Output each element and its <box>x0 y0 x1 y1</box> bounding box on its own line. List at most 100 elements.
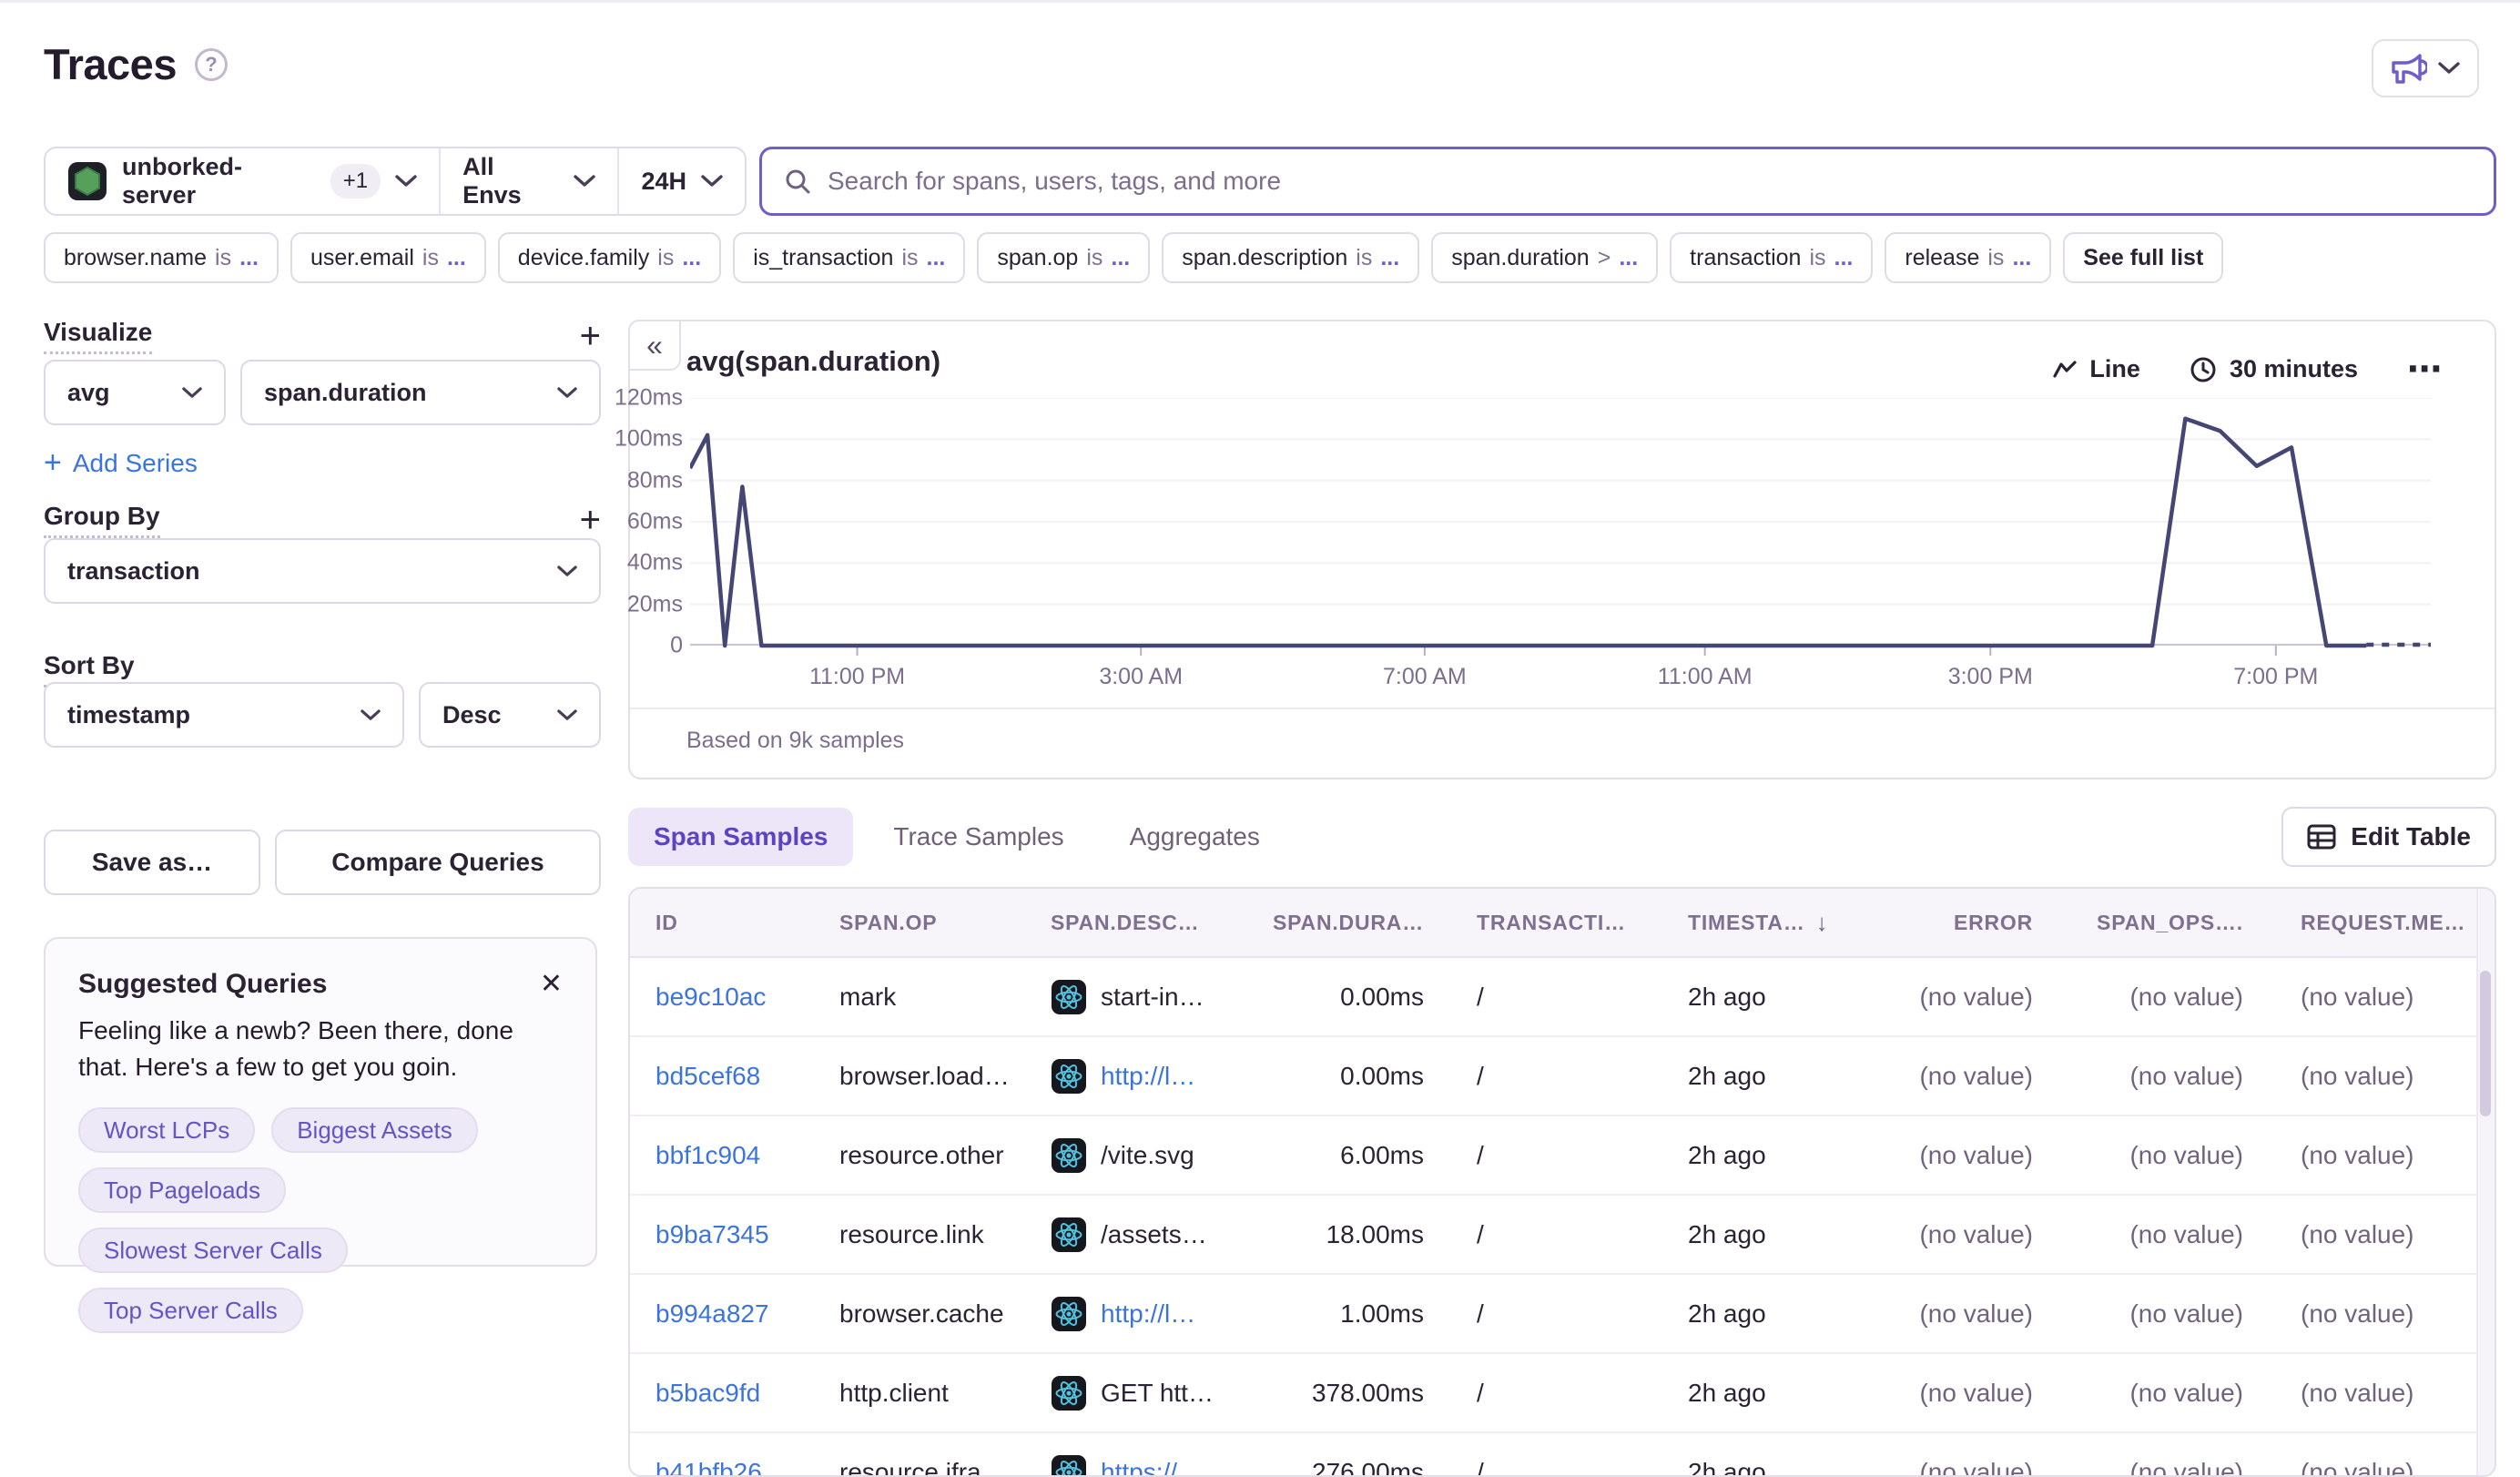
timestamp[interactable]: 2h ago <box>1688 983 1766 1012</box>
tab-span-samples[interactable]: Span Samples <box>628 808 853 866</box>
timestamp[interactable]: 2h ago <box>1688 1062 1766 1091</box>
save-as-button[interactable]: Save as… <box>44 830 260 895</box>
edit-table-button[interactable]: Edit Table <box>2281 807 2496 867</box>
search-input[interactable] <box>828 167 2472 196</box>
span-op: resource.link <box>839 1220 1051 1249</box>
chart-type-selector[interactable]: Line <box>2053 355 2140 383</box>
collapse-sidebar-button[interactable]: « <box>628 320 681 371</box>
add-group-by-button[interactable]: + <box>580 506 601 534</box>
column-header-span-desc-[interactable]: SPAN.DESC… <box>1051 911 1269 935</box>
span-ops-value: (no value) <box>2040 983 2251 1012</box>
tab-aggregates[interactable]: Aggregates <box>1104 808 1285 866</box>
request-method-value: (no value) <box>2251 1458 2495 1477</box>
project-selector[interactable]: unborked-server +1 <box>46 148 439 214</box>
compare-queries-button[interactable]: Compare Queries <box>275 830 601 895</box>
suggested-query-pill[interactable]: Slowest Server Calls <box>78 1227 348 1273</box>
suggested-query-pill[interactable]: Top Server Calls <box>78 1288 303 1333</box>
column-header-timesta-[interactable]: TIMESTA…↓ <box>1688 909 1900 937</box>
results-table: ID SPAN.OPSPAN.DESC…SPAN.DURA…TRANSACTI…T… <box>628 887 2496 1477</box>
suggested-query-pill[interactable]: Biggest Assets <box>271 1107 478 1153</box>
add-visualize-button[interactable]: + <box>580 322 601 350</box>
field-select[interactable]: span.duration <box>240 360 601 425</box>
interval-selector[interactable]: 30 minutes <box>2190 355 2358 383</box>
column-label: ID <box>655 911 678 935</box>
filter-chip-span.duration[interactable]: span.duration>... <box>1431 232 1658 283</box>
timestamp-cell: 2h ago <box>1688 1220 1900 1249</box>
help-icon[interactable]: ? <box>195 48 228 81</box>
column-header-request-me-[interactable]: REQUEST.ME… <box>2251 911 2495 935</box>
timestamp[interactable]: 2h ago <box>1688 1299 1766 1329</box>
timestamp-cell: 2h ago <box>1688 983 1900 1012</box>
overflow-menu-icon[interactable]: ⋯ <box>2407 349 2444 390</box>
table-scrollbar[interactable] <box>2476 889 2495 1475</box>
error-value: (no value) <box>1900 1379 2040 1408</box>
transaction: / <box>1451 983 1688 1012</box>
span-description-text[interactable]: http://l… <box>1101 1299 1195 1329</box>
span-id-link[interactable]: b9ba7345 <box>655 1220 839 1249</box>
span-id-link[interactable]: bbf1c904 <box>655 1141 839 1170</box>
table-scrollbar-thumb[interactable] <box>2480 971 2491 1116</box>
date-range-selector[interactable]: 24H <box>619 148 745 214</box>
span-id-link[interactable]: bd5cef68 <box>655 1062 839 1091</box>
add-series-button[interactable]: + Add Series <box>44 445 198 481</box>
timestamp[interactable]: 2h ago <box>1688 1379 1766 1408</box>
page-filters: unborked-server +1 All Envs 24H <box>44 147 747 216</box>
whats-new-button[interactable] <box>2372 39 2479 97</box>
chart-card: « avg(span.duration) Line 30 minutes ⋯ 0… <box>628 320 2496 779</box>
y-axis-label: 0 <box>670 633 683 659</box>
span-id-link[interactable]: b41bfb26 <box>655 1458 839 1477</box>
chart-type-label: Line <box>2089 355 2140 383</box>
table-body: be9c10acmarkstart-in…0.00ms/2h ago(no va… <box>630 958 2495 1477</box>
span-description: /vite.svg <box>1051 1137 1269 1174</box>
error-value: (no value) <box>1900 1299 2040 1329</box>
filter-chip-value: ... <box>1834 245 1854 271</box>
suggested-queries-card: Suggested Queries ✕ Feeling like a newb?… <box>44 937 597 1267</box>
filter-chip-user.email[interactable]: user.emailis... <box>290 232 486 283</box>
column-header-span-dura-[interactable]: SPAN.DURA… <box>1269 911 1451 935</box>
column-header-error[interactable]: ERROR <box>1900 911 2040 935</box>
filter-chip-is_transaction[interactable]: is_transactionis... <box>733 232 965 283</box>
suggested-query-pill[interactable]: Worst LCPs <box>78 1107 255 1153</box>
table-row: bd5cef68browser.load…http://l…0.00ms/2h … <box>630 1037 2495 1116</box>
filter-chip-value: ... <box>2012 245 2031 271</box>
span-id-link[interactable]: b994a827 <box>655 1299 839 1329</box>
timestamp[interactable]: 2h ago <box>1688 1458 1766 1477</box>
sort-field-select[interactable]: timestamp <box>44 682 404 748</box>
timestamp[interactable]: 2h ago <box>1688 1141 1766 1170</box>
suggested-queries-body: Feeling like a newb? Been there, done th… <box>78 1013 563 1085</box>
span-description: start-in… <box>1051 979 1269 1015</box>
span-description-text[interactable]: http://l… <box>1101 1062 1195 1091</box>
filter-chip-browser.name[interactable]: browser.nameis... <box>44 232 279 283</box>
column-header-span-op[interactable]: SPAN.OP <box>839 911 1051 935</box>
span-duration: 0.00ms <box>1269 983 1451 1012</box>
filter-chip-span.op[interactable]: span.opis... <box>977 232 1150 283</box>
sort-controls: timestamp Desc <box>44 682 601 748</box>
sort-direction-select[interactable]: Desc <box>419 682 601 748</box>
suggested-query-pill[interactable]: Top Pageloads <box>78 1167 286 1213</box>
column-header-span-ops-[interactable]: SPAN_OPS…. <box>2040 911 2251 935</box>
span-description-text[interactable]: https://… <box>1101 1458 1203 1477</box>
filter-chip-key: span.description <box>1182 245 1347 271</box>
span-id-link[interactable]: b5bac9fd <box>655 1379 839 1408</box>
filter-chip-transaction[interactable]: transactionis... <box>1670 232 1873 283</box>
filter-chip-device.family[interactable]: device.familyis... <box>498 232 721 283</box>
table-row: be9c10acmarkstart-in…0.00ms/2h ago(no va… <box>630 958 2495 1037</box>
filter-chip-release[interactable]: releaseis... <box>1885 232 2051 283</box>
query-builder-sidebar: Visualize + avg span.duration + Add Seri… <box>44 312 601 1369</box>
chevron-down-icon <box>182 387 202 399</box>
column-header-transacti-[interactable]: TRANSACTI… <box>1451 911 1688 935</box>
tab-trace-samples[interactable]: Trace Samples <box>868 808 1089 866</box>
filter-chip-key: device.family <box>518 245 650 271</box>
close-icon[interactable]: ✕ <box>540 968 563 1000</box>
environment-selector[interactable]: All Envs <box>441 148 617 214</box>
column-header-id[interactable]: ID <box>655 911 839 935</box>
see-full-list-chip[interactable]: See full list <box>2063 232 2223 283</box>
chart-controls: Line 30 minutes ⋯ <box>2053 349 2444 390</box>
project-extra-badge: +1 <box>330 164 381 199</box>
group-by-select[interactable]: transaction <box>44 538 601 604</box>
plus-icon: + <box>44 445 62 481</box>
aggregate-select[interactable]: avg <box>44 360 226 425</box>
span-id-link[interactable]: be9c10ac <box>655 983 839 1012</box>
filter-chip-span.description[interactable]: span.descriptionis... <box>1162 232 1419 283</box>
timestamp[interactable]: 2h ago <box>1688 1220 1766 1249</box>
